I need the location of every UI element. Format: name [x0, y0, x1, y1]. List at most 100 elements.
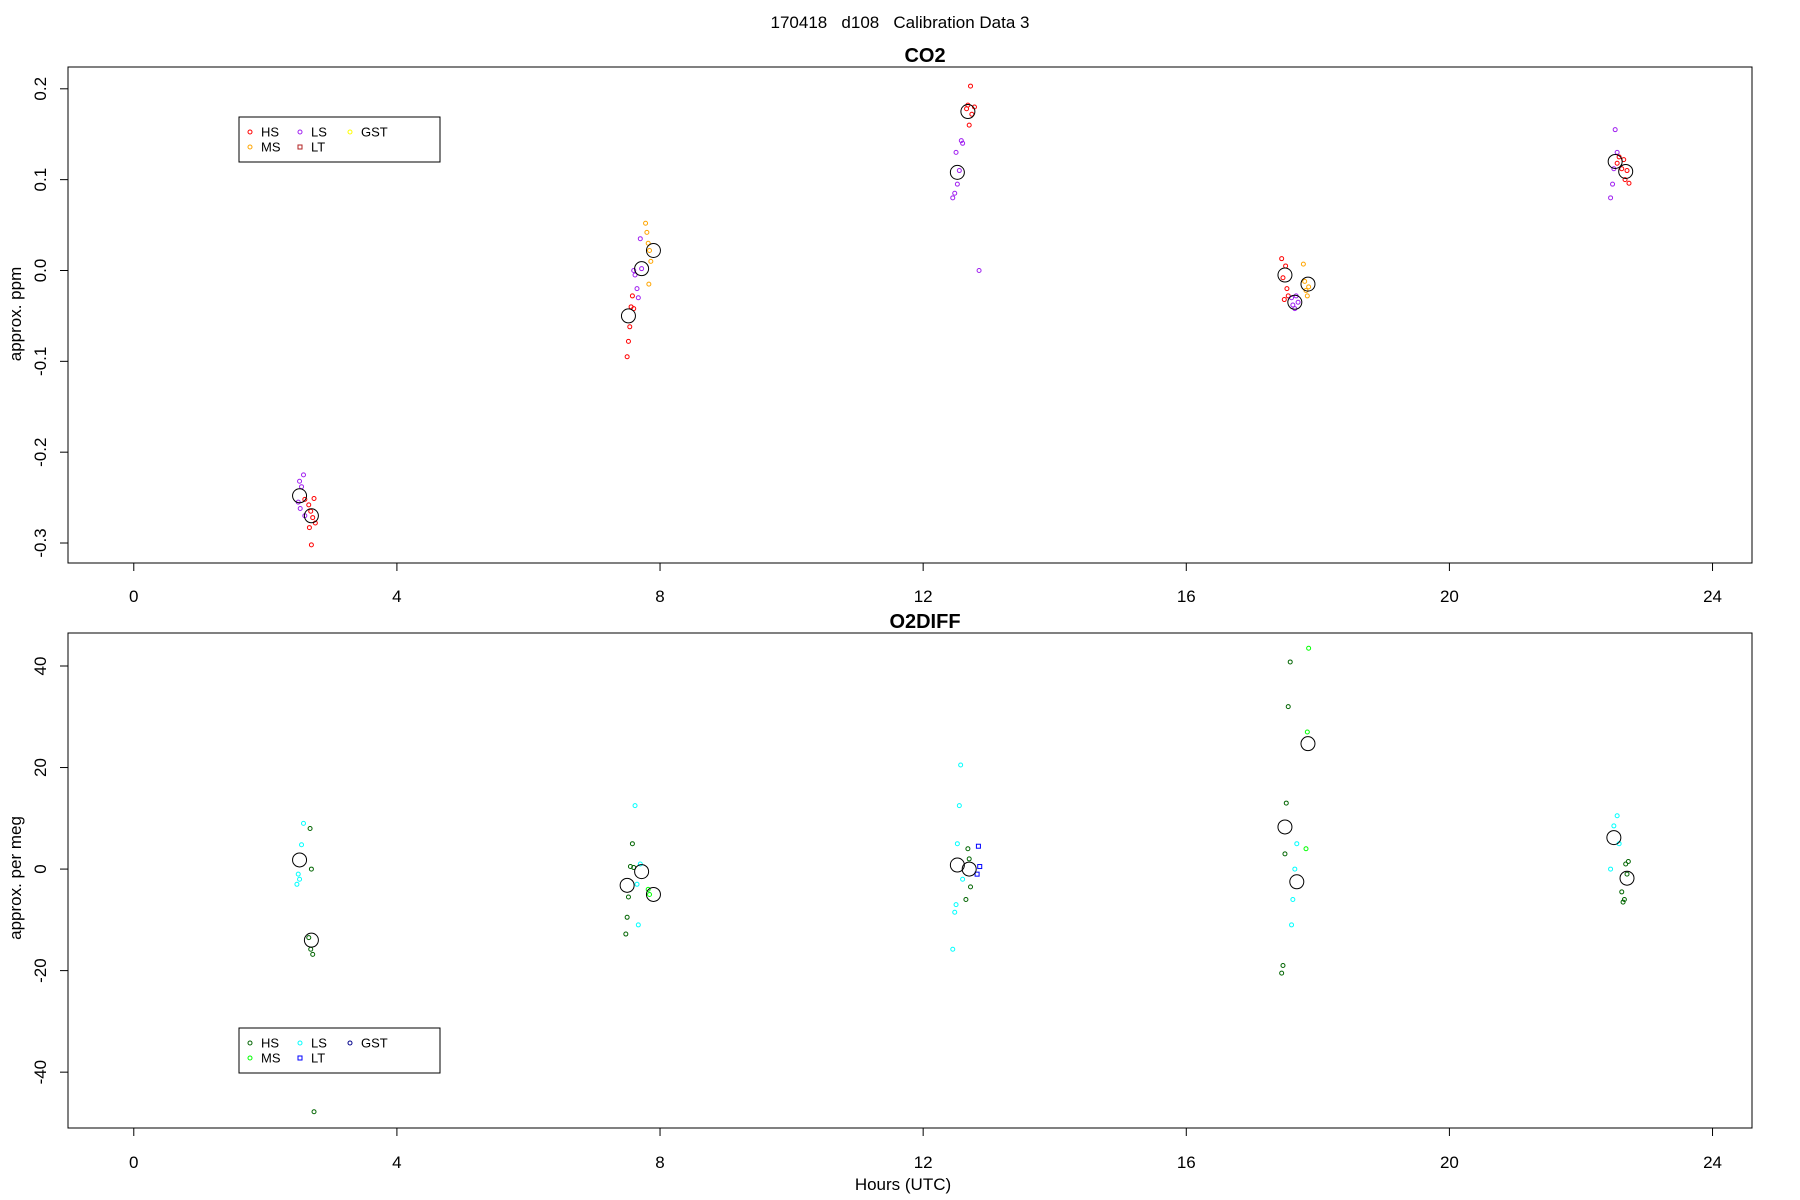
co2-hs-point — [308, 508, 314, 514]
co2-y-tick-label: -0.2 — [31, 438, 50, 467]
o2diff-panel-title: O2DIFF — [889, 611, 960, 633]
o2diff-ls-point — [299, 842, 305, 848]
co2-legend-item-ls-marker — [297, 129, 303, 135]
o2diff-ls-point — [635, 922, 641, 928]
co2-ls-point — [1612, 127, 1618, 133]
co2-x-tick-label: 8 — [655, 587, 664, 606]
co2-y-axis-label: approx. ppm — [6, 267, 25, 362]
co2-ls-point — [953, 149, 959, 155]
o2diff-ls-point — [954, 841, 960, 847]
co2-hs-point — [625, 338, 631, 344]
o2diff-legend-item-hs-marker — [247, 1040, 253, 1046]
o2diff-ls-point — [1294, 841, 1300, 847]
figure-title: 170418 d108 Calibration Data 3 — [771, 13, 1030, 32]
co2-hs-point — [1284, 286, 1290, 292]
o2diff-legend-item-ms: MS — [247, 1051, 281, 1066]
o2diff-legend-item-ls-marker — [297, 1040, 303, 1046]
o2diff-y-tick-label: 20 — [31, 758, 50, 777]
co2-mean-point — [292, 488, 308, 504]
co2-hs-point — [1624, 168, 1630, 174]
o2diff-mean-point — [1606, 830, 1622, 846]
co2-ls-point — [976, 267, 982, 273]
co2-ls-point — [634, 286, 640, 292]
co2-hs-point — [1614, 160, 1620, 166]
co2-y-tick-label: -0.3 — [31, 528, 50, 557]
o2diff-x-tick-label: 4 — [392, 1153, 401, 1172]
o2diff-legend-item-lt-label: LT — [311, 1051, 325, 1066]
co2-ls-point — [1610, 181, 1616, 187]
o2diff-ls-point — [953, 902, 959, 908]
co2-ls-point — [297, 505, 303, 511]
o2diff-ms-point — [1303, 846, 1309, 852]
o2diff-mean-point — [1300, 736, 1316, 752]
co2-ls-point — [952, 190, 958, 196]
o2diff-ms-point — [647, 891, 653, 897]
co2-legend-item-gst-label: GST — [361, 125, 388, 140]
o2diff-panel: O2DIFF approx. per meg Hours (UTC) 0 4 8 12… — [6, 611, 1753, 1194]
o2diff-hs-point — [1619, 889, 1625, 895]
co2-ms-point — [647, 248, 653, 254]
o2diff-hs-point — [1287, 659, 1293, 665]
co2-hs-point — [306, 502, 312, 508]
co2-mean-point — [949, 164, 965, 180]
co2-ls-point — [639, 266, 645, 272]
co2-mean-point — [1277, 267, 1293, 283]
o2diff-x-tick-label: 16 — [1177, 1153, 1196, 1172]
co2-hs-point — [968, 83, 974, 89]
co2-legend-item-ms: MS — [247, 140, 281, 155]
o2diff-legend-item-gst-label: GST — [361, 1036, 388, 1051]
co2-hs-point — [1622, 177, 1628, 183]
co2-hs-point — [966, 122, 972, 128]
o2diff-x-tick-label: 20 — [1440, 1153, 1459, 1172]
o2diff-hs-point — [1624, 871, 1630, 877]
co2-ms-point — [1304, 293, 1310, 299]
co2-legend-item-hs-marker — [247, 129, 253, 135]
o2diff-mean-point — [1277, 819, 1293, 835]
o2diff-ms-point — [1306, 645, 1312, 651]
co2-mean-point — [1618, 163, 1634, 179]
co2-hs-point — [1279, 256, 1285, 262]
o2diff-hs-point — [1285, 704, 1291, 710]
o2diff-ls-point — [952, 909, 958, 915]
co2-ls-point — [300, 472, 306, 478]
o2diff-hs-point — [1620, 899, 1626, 905]
o2diff-mean-point — [619, 877, 635, 893]
co2-legend-item-hs: HS — [247, 125, 279, 140]
o2diff-legend-item-gst: GST — [347, 1036, 388, 1051]
o2diff-x-axis-label: Hours (UTC) — [855, 1175, 951, 1194]
o2diff-lt-point — [975, 843, 981, 849]
o2diff-ls-point — [295, 871, 301, 877]
co2-x-tick-label: 0 — [129, 587, 138, 606]
o2diff-hs-point — [1283, 800, 1289, 806]
co2-hs-point — [624, 354, 630, 360]
co2-ms-point — [1306, 284, 1312, 290]
o2diff-legend-item-lt-marker — [297, 1055, 303, 1061]
o2diff-y-tick-label: -20 — [31, 958, 50, 983]
co2-legend-item-lt-marker — [297, 144, 303, 150]
co2-x-tick-label: 24 — [1703, 587, 1722, 606]
co2-hs-point — [308, 542, 314, 548]
o2diff-ls-point — [1290, 897, 1296, 903]
o2diff-x-tick-label: 0 — [129, 1153, 138, 1172]
o2diff-hs-point — [308, 866, 314, 872]
co2-ls-point — [960, 140, 966, 146]
o2diff-legend-item-gst-marker — [347, 1040, 353, 1046]
co2-ls-point — [956, 168, 962, 174]
co2-hs-point — [1280, 275, 1286, 281]
o2diff-hs-point — [1280, 963, 1286, 969]
co2-ls-point — [954, 181, 960, 187]
o2diff-ls-point — [960, 876, 966, 882]
o2diff-ls-point — [1611, 823, 1617, 829]
o2diff-legend-item-ls-label: LS — [311, 1036, 327, 1051]
co2-ls-point — [632, 272, 638, 278]
co2-hs-point — [1283, 263, 1289, 269]
co2-hs-point — [306, 525, 312, 531]
o2diff-x-tick-label: 12 — [914, 1153, 933, 1172]
o2diff-ls-point — [950, 946, 956, 952]
o2diff-hs-point — [1625, 858, 1631, 864]
co2-ls-point — [1614, 149, 1620, 155]
co2-hs-point — [302, 496, 308, 502]
co2-mean-point — [645, 243, 661, 259]
